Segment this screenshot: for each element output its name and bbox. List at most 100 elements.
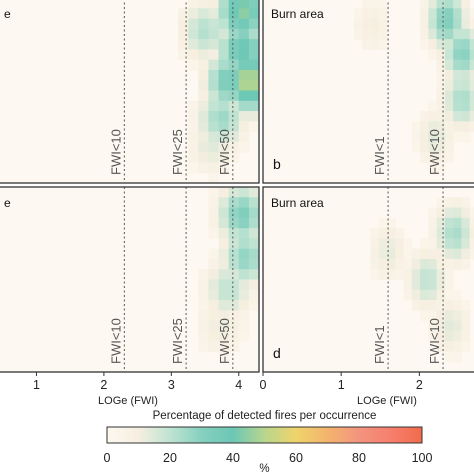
heatmap-cell	[461, 341, 471, 352]
panel-a-title: e	[4, 7, 11, 21]
heatmap-cell	[218, 80, 230, 91]
heatmap-cell	[228, 8, 240, 20]
heatmap-cell	[461, 238, 471, 250]
heatmap-cell	[436, 248, 446, 260]
heatmap-cell	[444, 39, 454, 50]
heatmap-cell	[428, 310, 438, 322]
heatmap-cell	[228, 69, 240, 81]
heatmap-cell	[420, 238, 429, 250]
heatmap-cell	[444, 228, 454, 239]
heatmap-cell	[469, 28, 474, 40]
heatmap-cell	[444, 90, 454, 102]
heatmap-cell	[428, 131, 438, 143]
panels-layer: FWI<10 FWI<25 FWI<50 e FWI<1 FWI<10 Burn area b…	[0, 0, 474, 373]
heatmap-cell	[444, 152, 454, 163]
heatmap-cell	[208, 80, 220, 91]
heatmap-cell	[198, 152, 209, 163]
heatmap-cell	[436, 152, 446, 163]
heatmap-cell	[188, 18, 199, 30]
heatmap-cell	[461, 28, 471, 40]
heatmap-cell	[395, 258, 405, 270]
heatmap-cell	[248, 207, 260, 219]
heatmap-cell	[238, 39, 250, 50]
heatmap-cell	[395, 248, 405, 260]
heatmap-cell	[453, 69, 462, 81]
heatmap-cell	[228, 248, 240, 260]
heatmap-cell	[198, 162, 209, 174]
heatmap-cell	[238, 49, 250, 61]
heatmap-cell	[248, 59, 260, 71]
heatmap-cell	[436, 207, 446, 219]
heatmap-cell	[453, 49, 462, 61]
heatmap-cell	[469, 59, 474, 71]
heatmap-cell	[436, 310, 446, 322]
colorbar-tick-label: 40	[226, 451, 240, 465]
heatmap-cell	[248, 80, 260, 91]
heatmap-cell	[461, 59, 471, 71]
heatmap-cell	[428, 8, 438, 20]
heatmap-cell	[469, 238, 474, 250]
heatmap-cell	[461, 310, 471, 322]
heatmap-cell	[469, 248, 474, 260]
heatmap-cell	[420, 258, 429, 270]
heatmap-cell	[238, 258, 250, 270]
heatmap-cell	[420, 248, 429, 260]
heatmap-cell	[198, 49, 209, 61]
heatmap-cell	[453, 351, 462, 363]
heatmap-cell	[428, 207, 438, 219]
heatmap-cell	[411, 269, 421, 280]
heatmap-cell	[218, 269, 230, 280]
threshold-label: FWI<10	[427, 318, 442, 364]
heatmap-cell	[208, 279, 220, 291]
heatmap-cell	[228, 80, 240, 91]
heatmap-cell	[208, 100, 220, 112]
heatmap-cell	[218, 258, 230, 270]
heatmap-cell	[436, 289, 446, 301]
panel-b-title: Burn area	[271, 7, 324, 21]
heatmap-cell	[453, 111, 462, 122]
heatmap-cell	[188, 141, 199, 153]
heatmap-cell	[428, 217, 438, 229]
heatmap-cell	[218, 141, 230, 153]
heatmap-cell	[228, 197, 240, 209]
heatmap-cell	[469, 90, 474, 102]
heatmap-cell	[208, 49, 220, 61]
heatmap-cell	[444, 131, 454, 143]
heatmap-cell	[461, 320, 471, 332]
heatmap-cell	[436, 59, 446, 71]
colorbar-tick-label: 100	[412, 451, 433, 465]
heatmap-cell	[208, 131, 220, 143]
heatmap-cell	[420, 8, 429, 20]
heatmap-cell	[208, 28, 220, 40]
heatmap-cell	[469, 100, 474, 112]
threshold-label: FWI<10	[108, 318, 123, 364]
heatmap-cell	[238, 197, 250, 209]
heatmap-cell	[461, 90, 471, 102]
heatmap-cell	[238, 289, 250, 301]
heatmap-cell	[208, 289, 220, 301]
colorbar-unit: %	[259, 463, 269, 474]
heatmap-cell	[436, 28, 446, 40]
heatmap-cell	[378, 28, 388, 40]
heatmap-cell	[420, 300, 429, 311]
heatmap-cell	[208, 300, 220, 311]
heatmap-cell	[248, 111, 260, 122]
x-tick-label: 2	[100, 378, 107, 392]
heatmap-cell	[178, 49, 189, 61]
heatmap-cell	[218, 217, 230, 229]
heatmap-cell	[208, 248, 220, 260]
heatmap-cell	[420, 279, 429, 291]
heatmap-cell	[218, 248, 230, 260]
heatmap-cell	[248, 100, 260, 112]
x-tick-label: 1	[338, 378, 345, 392]
heatmap-cell	[461, 258, 471, 270]
heatmap-cell	[428, 300, 438, 311]
heatmap-cell	[238, 238, 250, 250]
heatmap-cell	[453, 207, 462, 219]
heatmap-cell	[428, 238, 438, 250]
heatmap-cell	[420, 18, 429, 30]
heatmap-cell	[453, 228, 462, 239]
heatmap-cell	[444, 351, 454, 363]
heatmap-cell	[238, 131, 250, 143]
heatmap-cell	[208, 310, 220, 322]
